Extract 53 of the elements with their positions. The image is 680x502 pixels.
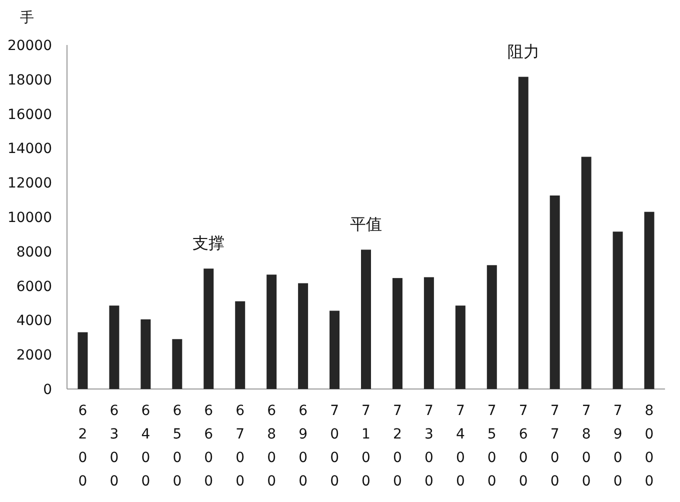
annotation: 平值 bbox=[350, 214, 382, 234]
x-tick-label: 8000 bbox=[644, 403, 654, 490]
x-tick-label: 7600 bbox=[518, 403, 528, 490]
x-tick-label: 6200 bbox=[78, 403, 88, 490]
y-tick-label: 16000 bbox=[7, 106, 52, 123]
x-tick-label: 6500 bbox=[172, 403, 182, 490]
bar bbox=[140, 319, 151, 389]
bar bbox=[266, 274, 277, 389]
bar bbox=[518, 76, 528, 389]
x-tick-label: 6300 bbox=[110, 403, 119, 490]
y-tick-label: 10000 bbox=[7, 210, 52, 226]
x-tick-label: 7900 bbox=[613, 403, 622, 490]
bar bbox=[644, 212, 654, 389]
y-tick-label: 18000 bbox=[7, 72, 52, 88]
x-tick-label: 6700 bbox=[236, 403, 245, 490]
x-tick-label: 7700 bbox=[550, 403, 560, 490]
bar bbox=[78, 332, 88, 389]
x-tick-label: 7200 bbox=[393, 403, 402, 490]
x-tick-label: 6600 bbox=[204, 403, 214, 490]
y-tick-label: 20000 bbox=[7, 38, 52, 54]
bar bbox=[550, 196, 560, 389]
annotation: 阻力 bbox=[507, 42, 540, 61]
y-tick-label: 8000 bbox=[16, 244, 52, 260]
y-tick-label: 2000 bbox=[16, 348, 52, 364]
bar bbox=[581, 156, 592, 389]
bar bbox=[392, 278, 402, 389]
x-tick-label: 7100 bbox=[362, 403, 370, 490]
y-tick-label: 6000 bbox=[16, 278, 52, 295]
x-tick-label: 7500 bbox=[487, 403, 496, 490]
bar bbox=[330, 310, 340, 389]
y-tick-label: 4000 bbox=[16, 313, 52, 330]
x-tick-label: 6900 bbox=[298, 403, 308, 490]
bar bbox=[109, 306, 120, 389]
y-tick-label: 12000 bbox=[7, 176, 52, 192]
x-tick-label: 7000 bbox=[330, 403, 339, 490]
bar bbox=[235, 301, 246, 389]
y-tick-label: 0 bbox=[43, 382, 52, 398]
bar bbox=[204, 268, 214, 389]
bar bbox=[486, 265, 497, 389]
x-tick-label: 7400 bbox=[456, 403, 465, 490]
bar bbox=[424, 277, 434, 389]
x-tick-label: 7300 bbox=[424, 403, 434, 490]
bar bbox=[612, 232, 623, 389]
bar bbox=[172, 339, 182, 389]
x-tick-label: 6800 bbox=[267, 403, 276, 490]
x-tick-label: 6400 bbox=[141, 403, 150, 490]
x-tick-label: 7800 bbox=[582, 403, 591, 490]
bar bbox=[298, 283, 308, 389]
y-axis-title: 手 bbox=[20, 10, 34, 26]
bar bbox=[361, 250, 371, 389]
y-tick-label: 14000 bbox=[7, 141, 52, 158]
annotation: 支撑 bbox=[192, 234, 225, 253]
bar bbox=[455, 306, 466, 389]
